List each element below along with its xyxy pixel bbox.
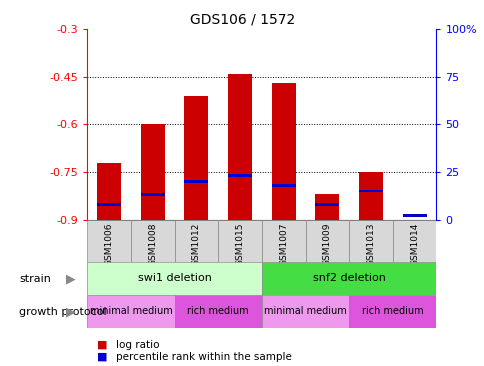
Bar (358, 190, 382, 193)
Text: log ratio: log ratio (116, 340, 160, 350)
Text: GSM1007: GSM1007 (279, 223, 287, 266)
Text: GSM1015: GSM1015 (235, 223, 244, 266)
Bar (140, 193, 165, 196)
Bar (174, 220, 218, 262)
Bar (140, 124, 165, 220)
Bar (402, 214, 426, 217)
Bar (97, 203, 121, 206)
Text: swi1 deletion: swi1 deletion (137, 273, 211, 283)
Bar (87, 262, 261, 295)
Bar (97, 163, 121, 220)
Text: GSM1013: GSM1013 (366, 223, 375, 266)
Text: ▶: ▶ (65, 272, 75, 285)
Bar (184, 96, 208, 220)
Bar (174, 295, 261, 328)
Bar (348, 295, 436, 328)
Text: growth protocol: growth protocol (19, 307, 107, 317)
Text: ■: ■ (97, 352, 107, 362)
Text: percentile rank within the sample: percentile rank within the sample (116, 352, 292, 362)
Bar (131, 220, 174, 262)
Bar (227, 174, 252, 177)
Text: minimal medium: minimal medium (264, 306, 346, 316)
Text: strain: strain (19, 274, 51, 284)
Bar (261, 220, 305, 262)
Text: GSM1006: GSM1006 (105, 223, 113, 266)
Text: GSM1009: GSM1009 (322, 223, 331, 266)
Text: GSM1008: GSM1008 (148, 223, 157, 266)
Bar (392, 220, 436, 262)
Text: GSM1012: GSM1012 (192, 223, 200, 266)
Bar (358, 172, 382, 220)
Text: rich medium: rich medium (361, 306, 423, 316)
Bar (315, 203, 339, 206)
Bar (218, 220, 261, 262)
Text: minimal medium: minimal medium (90, 306, 172, 316)
Bar (305, 220, 348, 262)
Text: snf2 deletion: snf2 deletion (312, 273, 385, 283)
Bar (261, 262, 436, 295)
Bar (348, 220, 392, 262)
Bar (87, 295, 174, 328)
Text: ▶: ▶ (65, 305, 75, 318)
Bar (87, 220, 131, 262)
Text: ■: ■ (97, 340, 107, 350)
Bar (227, 74, 252, 220)
Bar (271, 83, 295, 220)
Bar (271, 184, 295, 187)
Bar (184, 180, 208, 183)
Text: GSM1014: GSM1014 (409, 223, 418, 266)
Bar (315, 194, 339, 220)
Text: rich medium: rich medium (187, 306, 249, 316)
Bar (261, 295, 348, 328)
Text: GDS106 / 1572: GDS106 / 1572 (189, 13, 295, 27)
